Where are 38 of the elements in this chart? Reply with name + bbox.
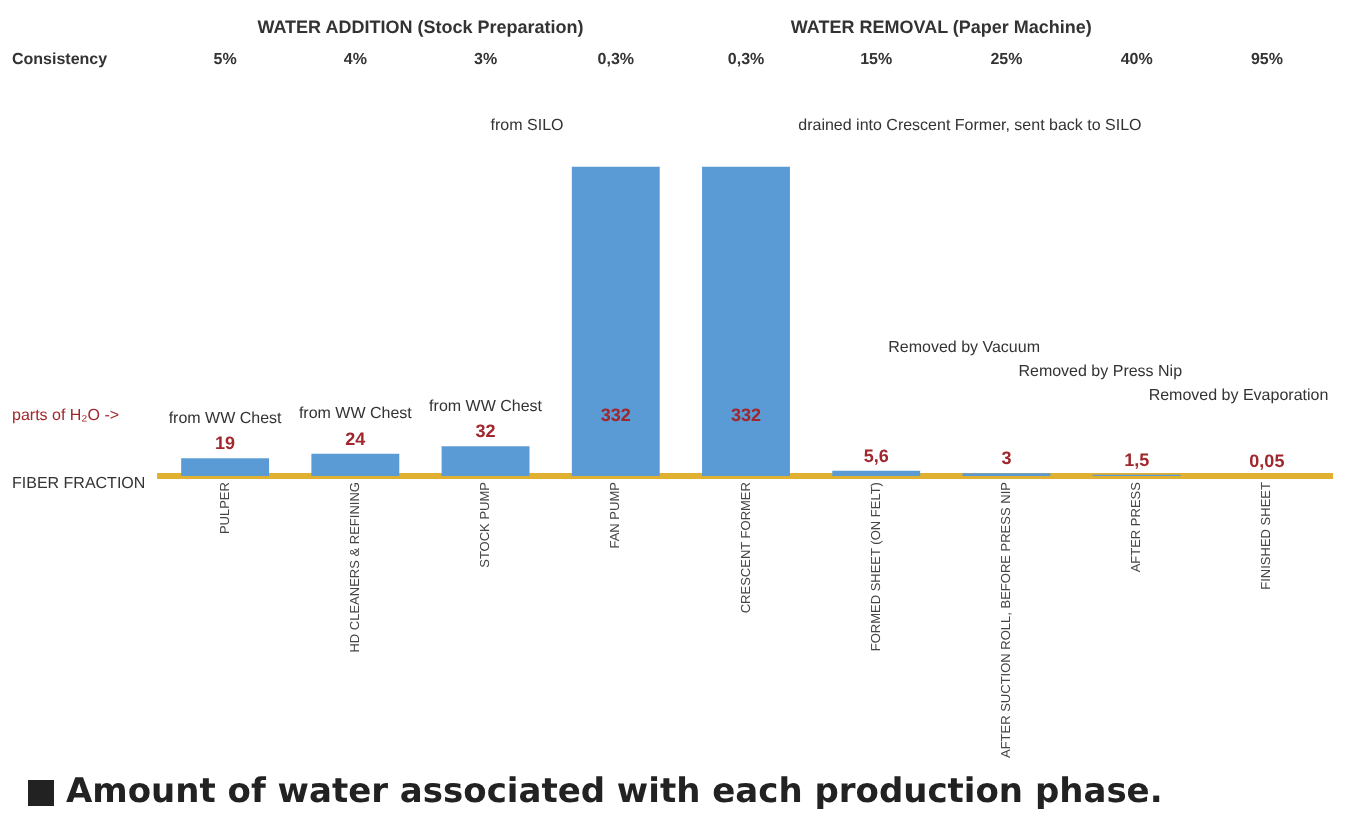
text: 5% (213, 50, 237, 69)
text: parts of H₂O -> (12, 406, 120, 425)
data-label: 5,6 (863, 445, 889, 466)
bar (702, 166, 790, 477)
text: Consistency (12, 50, 109, 69)
bar (441, 446, 530, 477)
text: 4% (343, 50, 367, 69)
data-label: 332 (600, 405, 631, 426)
annotation: from WW Chest (298, 404, 414, 423)
bar (571, 166, 660, 477)
text: drained into Crescent Former, sent back to SILO (798, 116, 1142, 135)
text: from SILO (490, 116, 564, 135)
annotation: from WW Chest (429, 396, 544, 415)
text: 95% (1250, 50, 1283, 69)
data-label: 24 (345, 428, 366, 449)
text: 0,3% (727, 50, 765, 69)
text: FIBER FRACTION (12, 474, 146, 493)
text: 40% (1120, 50, 1153, 69)
annotation: Removed by Press Nip (1018, 362, 1184, 381)
data-label: 0,05 (1249, 450, 1285, 471)
text: 15% (860, 50, 893, 69)
bar (832, 470, 921, 477)
annotation: Removed by Evaporation (1148, 386, 1329, 405)
text: WATER REMOVAL (Paper Machine) (790, 16, 1092, 37)
bar (181, 458, 270, 477)
text: WATER ADDITION (Stock Preparation) (257, 16, 584, 37)
text: 0,3% (597, 50, 635, 69)
data-label: 19 (215, 433, 236, 454)
text: 25% (990, 50, 1023, 69)
bar (311, 453, 400, 477)
data-label: 3 (1001, 448, 1012, 469)
data-label: 32 (475, 421, 496, 442)
data-label: 1,5 (1124, 449, 1150, 470)
text: Amount of water associated with each production phase. (66, 772, 1163, 812)
annotation: Removed by Vacuum (888, 338, 1041, 357)
annotation: from WW Chest (168, 408, 284, 427)
data-label: 332 (730, 405, 762, 426)
text: 3% (473, 50, 498, 69)
